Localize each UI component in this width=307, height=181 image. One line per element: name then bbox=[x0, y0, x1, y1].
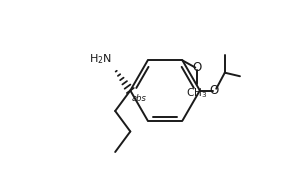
Text: CH$_3$: CH$_3$ bbox=[186, 86, 208, 100]
Text: H$_2$N: H$_2$N bbox=[89, 52, 112, 66]
Text: abs: abs bbox=[132, 94, 147, 103]
Text: O: O bbox=[210, 84, 219, 97]
Text: O: O bbox=[192, 61, 202, 74]
